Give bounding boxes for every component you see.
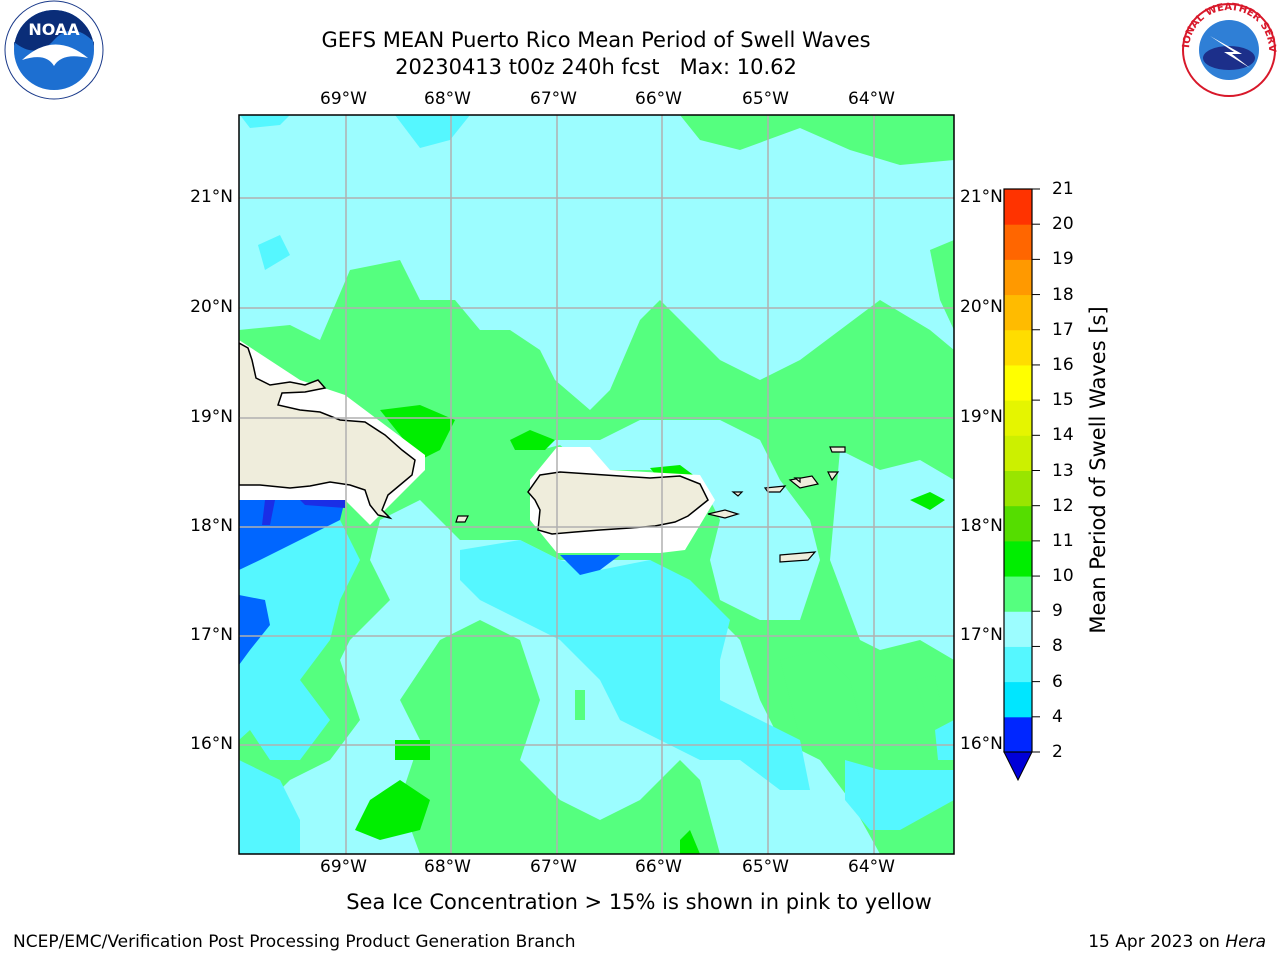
colorbar-tick-label: 15 xyxy=(1052,390,1074,411)
lat-label-left-18n: 18°N xyxy=(190,516,233,536)
lon-label-bottom-66w: 66°W xyxy=(635,857,682,877)
lat-label-left-20n: 20°N xyxy=(190,297,233,317)
colorbar-tick-label: 13 xyxy=(1052,460,1074,481)
colorbar-segment-13 xyxy=(1004,435,1032,471)
puerto-rico-landmass xyxy=(527,471,709,535)
lat-label-right-18n: 18°N xyxy=(960,516,1003,536)
lon-label-bottom-69w: 69°W xyxy=(320,857,367,877)
lat-label-left-17n: 17°N xyxy=(190,625,233,645)
footer-date-text: 15 Apr 2023 on xyxy=(1088,932,1226,952)
sea-ice-note: Sea Ice Concentration > 15% is shown in … xyxy=(346,890,932,914)
lon-label-bottom-65w: 65°W xyxy=(742,857,789,877)
lon-label-top-69w: 69°W xyxy=(320,89,367,109)
colorbar-tick-label: 4 xyxy=(1052,706,1063,727)
lat-label-left-21n: 21°N xyxy=(190,187,233,207)
lat-label-right-16n: 16°N xyxy=(960,734,1003,754)
lat-label-left-16n: 16°N xyxy=(190,734,233,754)
colorbar-segment-18 xyxy=(1004,259,1032,296)
nws-logo: NATIONAL WEATHER SERVICE xyxy=(1180,2,1277,97)
colorbar-tick-label: 17 xyxy=(1052,319,1074,340)
footer-credit: NCEP/EMC/Verification Post Processing Pr… xyxy=(13,932,576,952)
colorbar-segment-11 xyxy=(1004,505,1032,542)
colorbar-tick-label: 20 xyxy=(1052,214,1074,235)
colorbar-segment-20 xyxy=(1004,189,1032,225)
noaa-logo: NOAA xyxy=(4,0,104,100)
lat-label-right-21n: 21°N xyxy=(960,187,1003,207)
colorbar-tick-label: 8 xyxy=(1052,636,1063,657)
colorbar-tick-label: 12 xyxy=(1052,495,1074,516)
lat-label-right-20n: 20°N xyxy=(960,297,1003,317)
lon-label-bottom-68w: 68°W xyxy=(424,857,471,877)
colorbar-tick-label: 21 xyxy=(1052,179,1074,199)
colorbar-segment-10 xyxy=(1004,540,1032,577)
map-frame xyxy=(238,114,955,855)
lon-label-top-64w: 64°W xyxy=(848,89,895,109)
colorbar-tick-label: 18 xyxy=(1052,284,1074,305)
colorbar-segment-16 xyxy=(1004,329,1032,366)
colorbar-tick-label: 2 xyxy=(1052,742,1063,762)
colorbar-segment-12 xyxy=(1004,470,1032,507)
chart-title: GEFS MEAN Puerto Rico Mean Period of Swe… xyxy=(321,28,871,52)
hispaniola-landmass xyxy=(239,342,416,520)
lon-label-top-68w: 68°W xyxy=(424,89,471,109)
colorbar-under-triangle xyxy=(1003,751,1033,782)
colorbar xyxy=(1003,188,1040,782)
colorbar-tick-label: 11 xyxy=(1052,530,1074,551)
small-islands xyxy=(455,446,846,563)
colorbar-segment-19 xyxy=(1004,224,1032,260)
colorbar-segment-4 xyxy=(1004,681,1032,718)
noaa-logo-text: NOAA xyxy=(28,20,80,39)
colorbar-tick-label: 9 xyxy=(1052,601,1063,622)
lat-label-right-19n: 19°N xyxy=(960,407,1003,427)
map-gridlines xyxy=(239,115,954,854)
chart-subtitle: 20230413 t00z 240h fcst Max: 10.62 xyxy=(395,55,797,79)
colorbar-tick-label: 19 xyxy=(1052,249,1074,270)
lon-label-bottom-67w: 67°W xyxy=(530,857,577,877)
lat-label-left-19n: 19°N xyxy=(190,407,233,427)
colorbar-segment-2 xyxy=(1004,716,1032,753)
colorbar-segment-17 xyxy=(1004,294,1032,331)
colorbar-segment-9 xyxy=(1004,576,1032,612)
lon-label-bottom-64w: 64°W xyxy=(848,857,895,877)
lon-label-top-65w: 65°W xyxy=(742,89,789,109)
footer-machine: Hera xyxy=(1225,932,1266,952)
colorbar-segment-14 xyxy=(1004,400,1032,436)
swell-zone-deepblue xyxy=(262,500,345,525)
colorbar-label: Mean Period of Swell Waves [s] xyxy=(1086,306,1110,634)
lon-label-top-67w: 67°W xyxy=(530,89,577,109)
colorbar-tick-label: 6 xyxy=(1052,671,1063,692)
lon-label-top-66w: 66°W xyxy=(635,89,682,109)
swell-zone-cyan xyxy=(239,115,954,854)
colorbar-segment-6 xyxy=(1004,646,1032,683)
footer-date: 15 Apr 2023 on Hera xyxy=(1088,932,1266,952)
colorbar-tick-label: 14 xyxy=(1052,425,1074,446)
colorbar-tick-label: 16 xyxy=(1052,354,1074,375)
colorbar-segment-15 xyxy=(1004,364,1032,401)
colorbar-tick-label: 10 xyxy=(1052,566,1074,587)
colorbar-segment-8 xyxy=(1004,611,1032,647)
lat-label-right-17n: 17°N xyxy=(960,625,1003,645)
